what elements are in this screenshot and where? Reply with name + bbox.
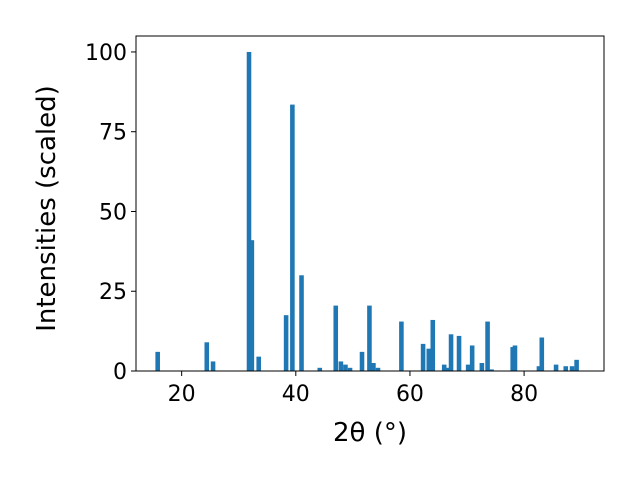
- y-tick-label: 25: [99, 280, 127, 305]
- bar: [479, 363, 485, 371]
- bar: [444, 367, 450, 371]
- bar: [430, 319, 436, 371]
- x-tick-label: 40: [282, 382, 310, 407]
- bar: [256, 356, 261, 371]
- bar: [343, 364, 348, 371]
- bar: [553, 364, 559, 371]
- bar: [563, 366, 569, 371]
- bar: [448, 334, 454, 371]
- bar: [485, 321, 490, 371]
- bar: [512, 345, 518, 371]
- y-tick-label: 50: [99, 200, 127, 225]
- bar: [299, 275, 304, 371]
- bar: [469, 345, 475, 371]
- bar: [246, 51, 252, 371]
- bar: [338, 361, 344, 371]
- bar: [249, 240, 255, 371]
- bar: [536, 366, 542, 371]
- y-tick-label: 75: [99, 121, 127, 146]
- y-axis-label: Intensities (scaled): [32, 85, 62, 332]
- bar: [456, 335, 462, 371]
- bar: [359, 351, 365, 371]
- bar: [465, 364, 471, 371]
- bar: [569, 366, 575, 371]
- x-tick-label: 20: [168, 382, 196, 407]
- bar-series: [155, 51, 579, 371]
- bar: [375, 367, 381, 371]
- x-tick-label: 60: [396, 382, 424, 407]
- x-axis-ticks: 20 40 60 80: [168, 371, 538, 407]
- bar: [333, 305, 339, 371]
- bar: [426, 348, 432, 371]
- bar: [210, 361, 216, 371]
- y-tick-label: 0: [113, 360, 127, 385]
- bar: [539, 337, 545, 371]
- bar: [489, 369, 494, 371]
- y-axis-ticks: 0 25 50 75 100: [85, 41, 136, 385]
- plot-frame: [135, 35, 605, 372]
- bar: [155, 351, 160, 371]
- bar: [399, 321, 404, 371]
- bar: [347, 367, 353, 371]
- y-tick-label: 100: [85, 41, 127, 66]
- x-tick-label: 80: [510, 382, 538, 407]
- bar: [420, 343, 426, 371]
- bar: [204, 342, 210, 371]
- x-axis-label: 2θ (°): [333, 418, 407, 448]
- bar: [283, 315, 289, 371]
- bar: [367, 305, 372, 371]
- bar: [574, 359, 579, 371]
- bar: [290, 104, 295, 371]
- bar: [441, 364, 447, 371]
- bar: [371, 363, 376, 371]
- bar: [317, 367, 323, 371]
